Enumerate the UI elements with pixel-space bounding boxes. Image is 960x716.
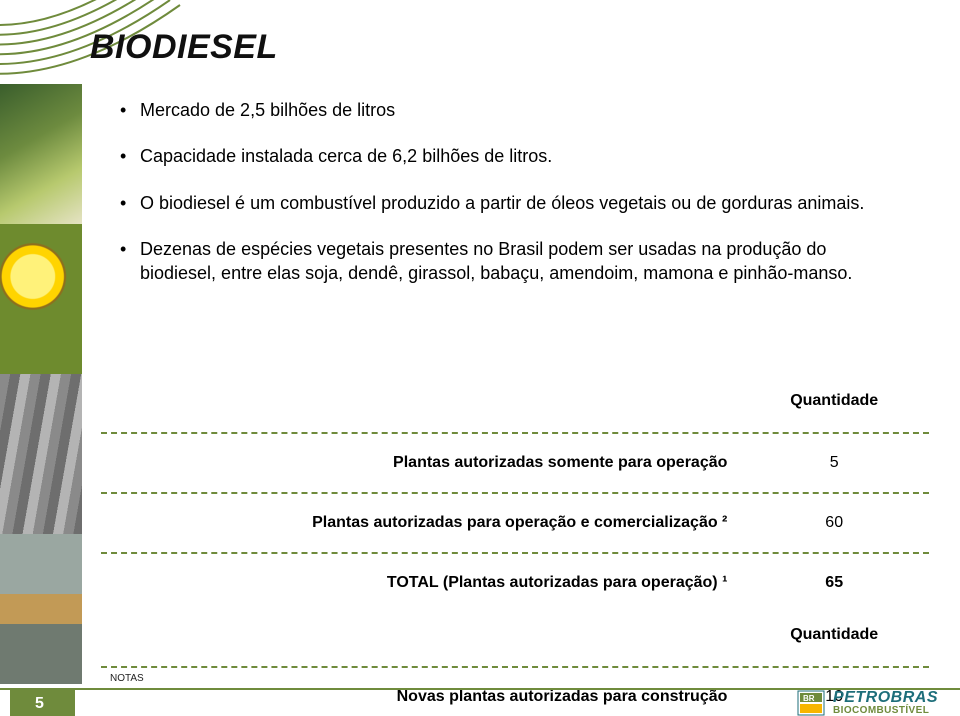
table-row: Plantas autorizadas somente para operaçã… [95,444,935,482]
row-label: Plantas autorizadas para operação e come… [95,504,733,542]
row-separator [101,492,929,494]
petrobras-logo: BR PETROBRAS BIOCOMBUSTÍVEL [797,690,938,716]
table-row-total: TOTAL (Plantas autorizadas para operação… [95,564,935,602]
bullet-list: Mercado de 2,5 bilhões de litros Capacid… [120,98,900,307]
row-label: Novas plantas autorizadas para construçã… [95,678,733,716]
row-label: Plantas autorizadas somente para operaçã… [95,444,733,482]
bullet-item: Capacidade instalada cerca de 6,2 bilhõe… [120,144,900,168]
logo-line1: PETROBRAS [833,690,938,706]
logo-text: PETROBRAS BIOCOMBUSTÍVEL [833,690,938,716]
strip-photo [0,84,82,224]
notes-label: NOTAS [110,673,144,684]
logo-line2: BIOCOMBUSTÍVEL [833,706,938,716]
col-header-qty: Quantidade [733,382,935,422]
table-authorized-plants: Quantidade Plantas autorizadas somente p… [95,382,935,602]
tables-area: Quantidade Plantas autorizadas somente p… [95,382,935,716]
row-value: 5 [733,444,935,482]
col-header-qty: Quantidade [733,616,935,656]
page-title: BIODIESEL [90,28,278,67]
row-label: TOTAL (Plantas autorizadas para operação… [95,564,733,602]
br-logo-icon: BR [797,690,825,716]
bullet-item: O biodiesel é um combustível produzido a… [120,191,900,215]
table-row: Plantas autorizadas para operação e come… [95,504,935,542]
row-value: 65 [733,564,935,602]
row-separator [101,552,929,554]
row-separator [101,432,929,434]
row-separator [101,666,929,668]
strip-photo [0,374,82,534]
row-value: 60 [733,504,935,542]
bullet-item: Mercado de 2,5 bilhões de litros [120,98,900,122]
svg-text:BR: BR [803,694,815,703]
bullet-item: Dezenas de espécies vegetais presentes n… [120,237,900,286]
strip-photo [0,534,82,684]
strip-photo [0,224,82,374]
page-number: 5 [35,695,44,713]
slide: BIODIESEL Mercado de 2,5 bilhões de litr… [0,0,960,716]
left-photo-strip [0,84,82,688]
